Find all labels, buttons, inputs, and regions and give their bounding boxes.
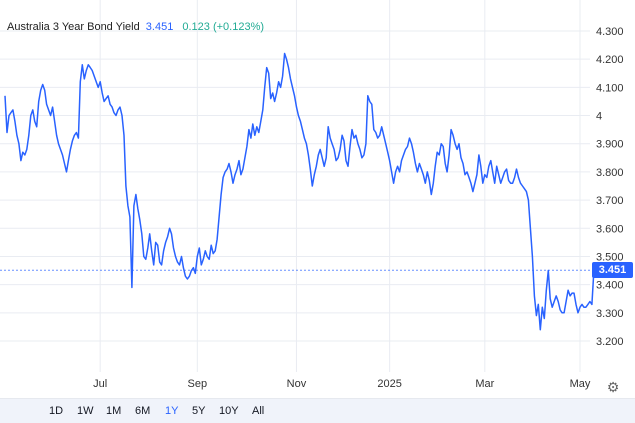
y-tick-label: 4 bbox=[596, 111, 602, 123]
range-1y-button[interactable]: 1Y bbox=[165, 405, 179, 417]
x-tick-label: Sep bbox=[188, 378, 208, 390]
x-tick-label: Mar bbox=[475, 378, 494, 390]
line-chart[interactable]: 4.300 4.200 4.100 4 3.900 3.800 3.700 3.600 3.50… bbox=[0, 0, 635, 398]
range-5y-button[interactable]: 5Y bbox=[192, 405, 206, 417]
grid-lines bbox=[0, 0, 590, 372]
last-price-badge: 3.451 bbox=[592, 262, 633, 279]
y-tick-label: 3.500 bbox=[596, 251, 624, 263]
y-tick-label: 4.300 bbox=[596, 26, 624, 38]
range-10y-button[interactable]: 10Y bbox=[219, 405, 239, 417]
yield-series-line bbox=[4, 52, 595, 331]
y-tick-label: 3.900 bbox=[596, 139, 624, 151]
y-tick-label: 4.200 bbox=[596, 54, 624, 66]
y-tick-label: 4.100 bbox=[596, 82, 624, 94]
y-axis-labels: 4.300 4.200 4.100 4 3.900 3.800 3.700 3.600 3.50… bbox=[596, 26, 624, 348]
y-tick-label: 3.700 bbox=[596, 195, 624, 207]
y-tick-label: 3.300 bbox=[596, 308, 624, 320]
gear-icon[interactable]: ⚙ bbox=[606, 379, 620, 395]
y-tick-label: 3.200 bbox=[596, 336, 624, 348]
range-1m-button[interactable]: 1M bbox=[106, 405, 122, 417]
range-all-button[interactable]: All bbox=[252, 405, 265, 417]
x-tick-label: Nov bbox=[287, 378, 307, 390]
x-tick-label: May bbox=[570, 378, 591, 390]
change-value: 0.123 (+0.123%) bbox=[182, 21, 265, 33]
range-1w-button[interactable]: 1W bbox=[77, 405, 94, 417]
y-tick-label: 3.800 bbox=[596, 167, 624, 179]
range-1d-button[interactable]: 1D bbox=[49, 405, 64, 417]
chart-header: Australia 3 Year Bond Yield 3.451 0.123 … bbox=[7, 21, 264, 33]
x-tick-label: 2025 bbox=[377, 378, 401, 390]
x-tick-label: Jul bbox=[93, 378, 107, 390]
x-axis-labels: Jul Sep Nov 2025 Mar May bbox=[93, 378, 591, 390]
y-tick-label: 3.400 bbox=[596, 280, 624, 292]
range-6m-button[interactable]: 6M bbox=[135, 405, 151, 417]
range-toolbar: 1D 1W 1M 6M 1Y 5Y 10Y All bbox=[0, 398, 635, 423]
chart-area[interactable]: 4.300 4.200 4.100 4 3.900 3.800 3.700 3.600 3.50… bbox=[0, 0, 635, 398]
chart-title: Australia 3 Year Bond Yield bbox=[7, 21, 140, 33]
last-value: 3.451 bbox=[145, 21, 174, 33]
y-tick-label: 3.600 bbox=[596, 223, 624, 235]
